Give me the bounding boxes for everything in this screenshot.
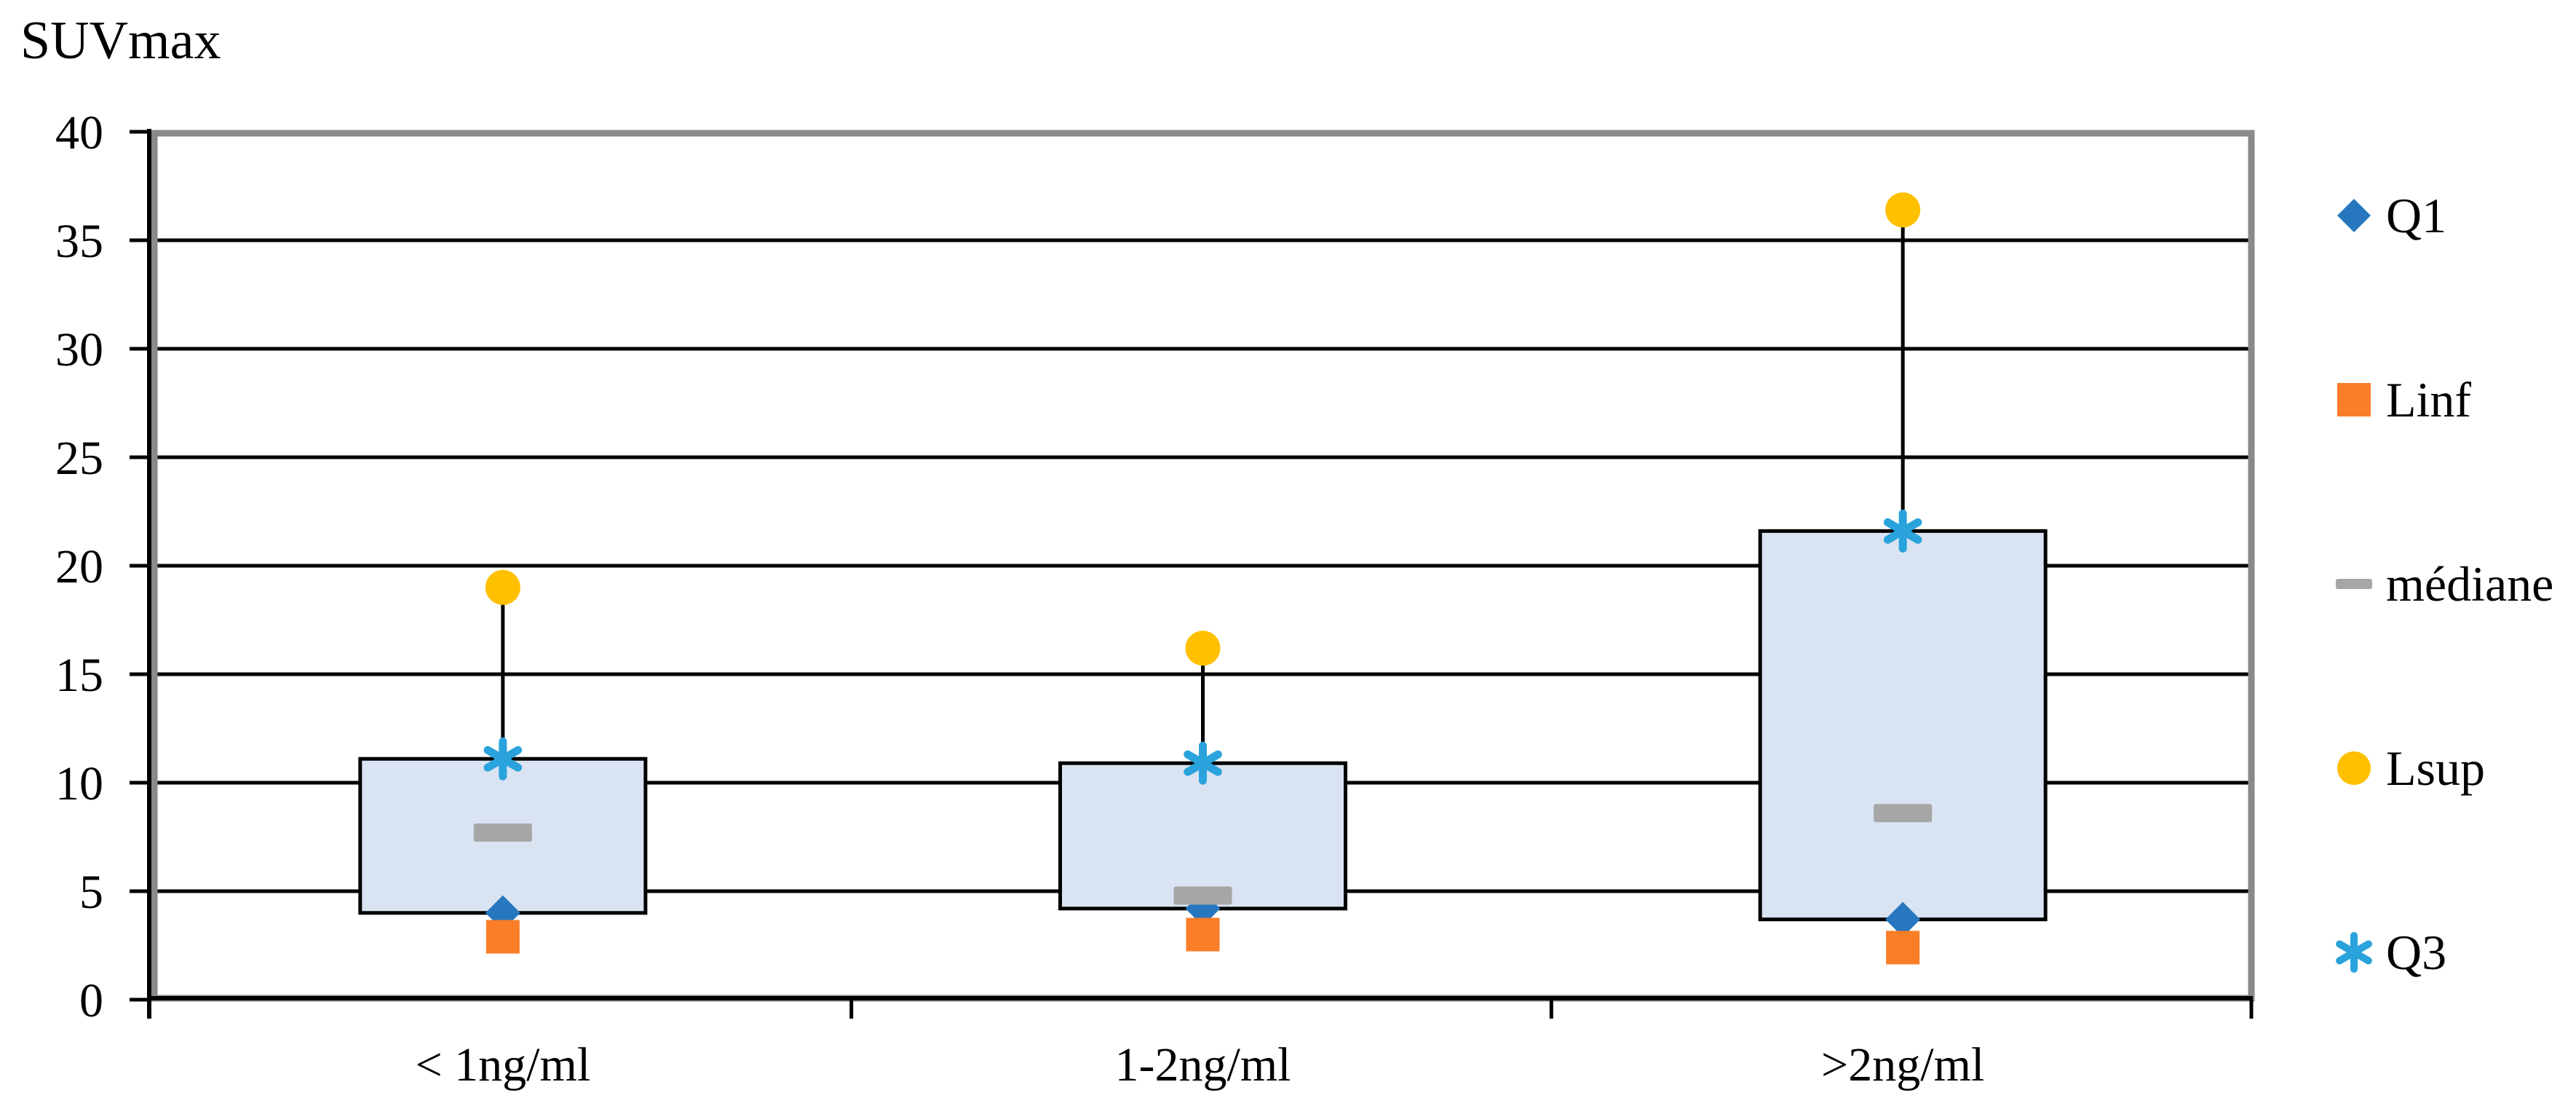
y-axis-label: 0 <box>79 974 103 1027</box>
legend-item: Linf <box>2323 369 2471 430</box>
legend-item: Q1 <box>2323 185 2446 246</box>
dash-marker <box>1874 804 1933 823</box>
dash-marker <box>473 823 532 842</box>
legend-label: médiane <box>2386 556 2554 612</box>
legend-label: Q3 <box>2386 924 2447 980</box>
diamond-marker <box>2337 199 2371 232</box>
circle-marker <box>485 569 520 605</box>
asterisk-marker <box>1184 750 1222 776</box>
y-axis-label: 30 <box>55 323 103 376</box>
square-marker <box>2337 383 2371 416</box>
diamond-icon <box>2337 199 2371 232</box>
box <box>1758 529 2048 922</box>
dash-icon <box>2336 579 2372 589</box>
circle-marker <box>1185 631 1221 666</box>
circle-icon <box>2337 751 2371 785</box>
circle-marker <box>2337 751 2371 785</box>
square-icon <box>2337 383 2371 416</box>
box <box>1058 761 1347 911</box>
legend-item: Lsup <box>2323 738 2485 799</box>
legend: Q1 Linf médiane Lsup Q3 <box>2323 0 2576 1114</box>
x-axis-label: 1-2ng/ml <box>1115 1038 1291 1091</box>
legend-label: Q1 <box>2386 187 2447 243</box>
legend-item: médiane <box>2323 553 2553 615</box>
y-axis-label: 35 <box>55 215 103 268</box>
x-axis-label: >2ng/ml <box>1821 1038 1984 1091</box>
legend-item: Q3 <box>2323 922 2446 983</box>
diamond-marker <box>1885 901 1921 937</box>
square-marker <box>486 920 520 954</box>
asterisk-marker <box>1883 518 1922 544</box>
x-axis-label: < 1ng/ml <box>415 1038 590 1091</box>
asterisk-marker <box>2336 940 2372 965</box>
legend-label: Lsup <box>2386 740 2485 796</box>
dash-marker <box>2336 579 2372 589</box>
chart-title: SUVmax <box>20 11 221 71</box>
y-axis-label: 25 <box>55 432 103 485</box>
asterisk-icon <box>2336 932 2372 973</box>
square-marker <box>1186 917 1220 952</box>
y-axis-label: 40 <box>55 106 103 159</box>
y-axis-label: 15 <box>55 649 103 702</box>
y-axis-label: 5 <box>79 866 103 919</box>
y-axis-label: 20 <box>55 540 103 593</box>
y-axis-label: 10 <box>55 757 103 810</box>
asterisk-marker <box>483 746 523 772</box>
legend-label: Linf <box>2386 371 2472 427</box>
circle-marker <box>1885 192 1921 228</box>
dash-marker <box>1173 886 1232 905</box>
square-marker <box>1886 931 1920 965</box>
